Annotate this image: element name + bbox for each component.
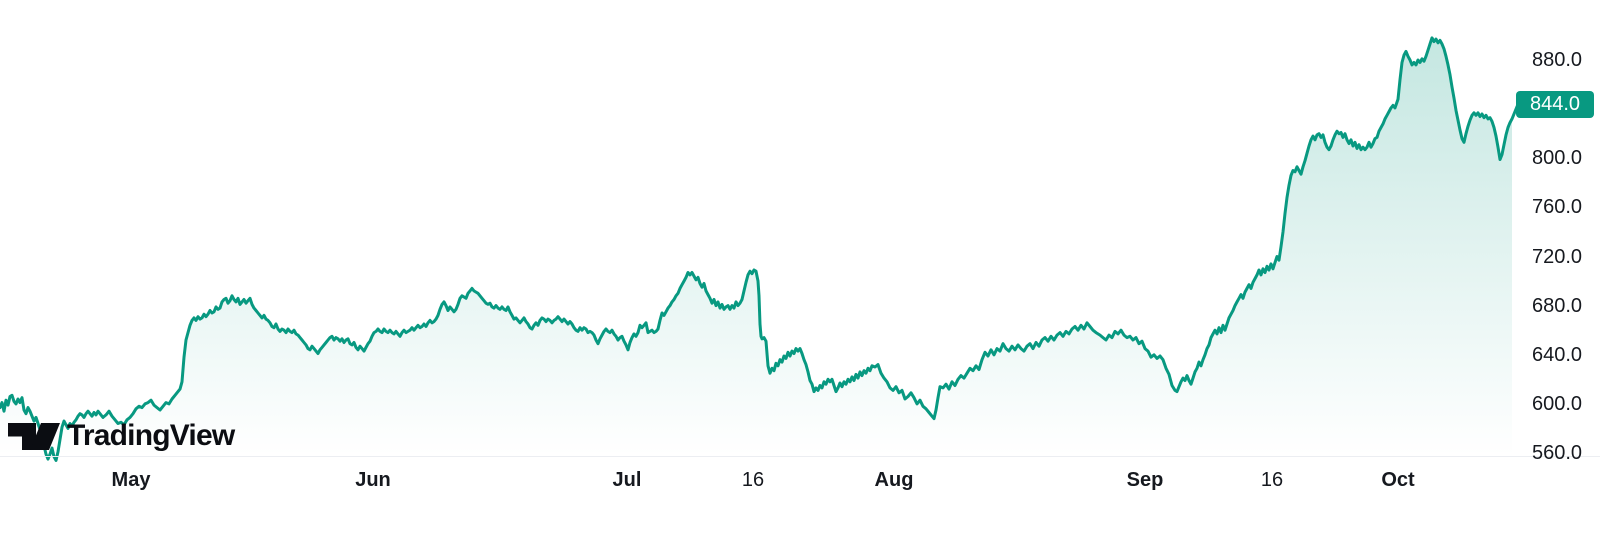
price-axis[interactable]: 880.0 800.0 760.0 720.0 680.0 640.0 600.0 560.0 — [1514, 0, 1600, 464]
price-line-series — [0, 36, 1520, 462]
last-price-badge: 844.0 — [1516, 90, 1594, 118]
price-axis-label: 800.0 — [1531, 147, 1583, 170]
tradingview-logo-icon — [8, 422, 60, 450]
price-axis-label: 600.0 — [1531, 392, 1583, 415]
time-axis-label: May — [111, 469, 151, 491]
area-fill — [0, 37, 1512, 461]
time-axis-label: Jun — [355, 469, 391, 491]
price-axis-label: 640.0 — [1531, 343, 1583, 366]
time-axis-label: Sep — [1126, 469, 1164, 491]
last-price-badge-label: 844.0 — [1529, 92, 1581, 115]
time-axis-label: 16 — [741, 469, 765, 491]
time-axis-label: 16 — [1260, 469, 1284, 491]
price-axis-label: 760.0 — [1531, 196, 1583, 219]
time-axis[interactable]: May Jun Jul 16 Aug Sep 16 Oct — [0, 462, 1514, 502]
pane-separator-line — [0, 456, 1600, 457]
price-axis-label: 680.0 — [1531, 294, 1583, 317]
time-axis-label: Aug — [874, 469, 914, 491]
price-axis-label: 560.0 — [1531, 442, 1583, 464]
tradingview-logo-text: TradingView — [67, 419, 235, 452]
tradingview-logo[interactable]: TradingView — [8, 419, 235, 452]
time-axis-label: Jul — [612, 469, 642, 491]
time-axis-label: Oct — [1381, 469, 1415, 491]
price-axis-label: 720.0 — [1531, 245, 1583, 268]
price-axis-label: 880.0 — [1531, 49, 1583, 71]
